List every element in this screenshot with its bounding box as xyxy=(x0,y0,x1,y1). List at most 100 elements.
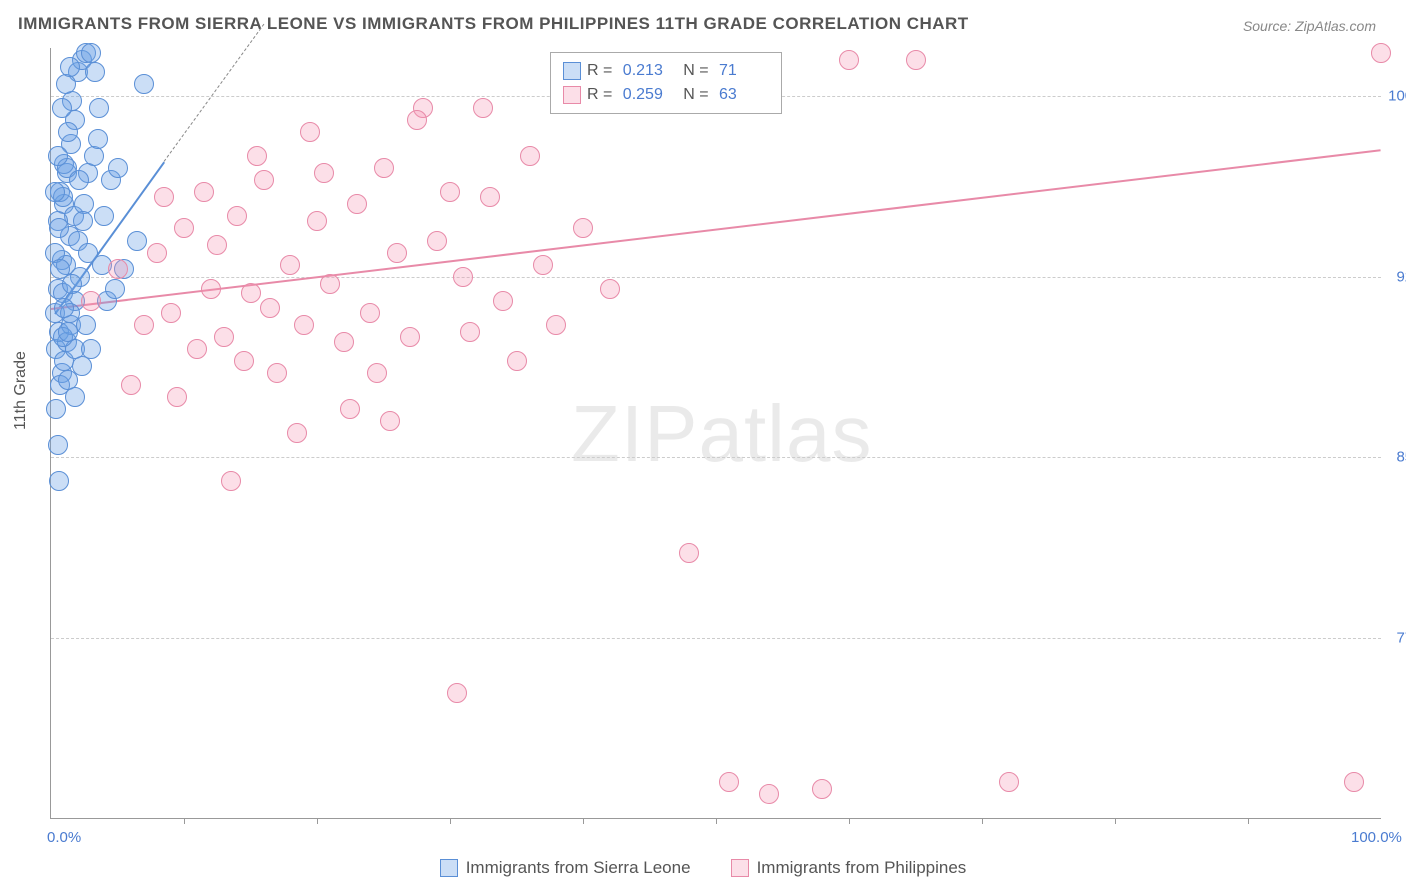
data-point xyxy=(460,322,480,342)
data-point xyxy=(719,772,739,792)
data-point xyxy=(999,772,1019,792)
data-point xyxy=(85,62,105,82)
legend-n-label: N = xyxy=(679,83,713,107)
data-point xyxy=(400,327,420,347)
data-point xyxy=(340,399,360,419)
x-tick xyxy=(184,818,185,824)
bottom-legend-item: Immigrants from Philippines xyxy=(731,858,967,878)
watermark: ZIPatlas xyxy=(571,388,872,480)
data-point xyxy=(167,387,187,407)
gridline xyxy=(51,638,1381,639)
legend-swatch xyxy=(563,86,581,104)
data-point xyxy=(161,303,181,323)
data-point xyxy=(380,411,400,431)
data-point xyxy=(134,315,154,335)
data-point xyxy=(60,57,80,77)
data-point xyxy=(52,98,72,118)
data-point xyxy=(254,170,274,190)
data-point xyxy=(49,218,69,238)
data-point xyxy=(374,158,394,178)
data-point xyxy=(48,435,68,455)
legend-swatch xyxy=(440,859,458,877)
scatter-plot-area: ZIPatlas 77.5%85.0%92.5%100.0%0.0%100.0% xyxy=(50,48,1381,819)
data-point xyxy=(241,283,261,303)
data-point xyxy=(127,231,147,251)
data-point xyxy=(427,231,447,251)
data-point xyxy=(600,279,620,299)
data-point xyxy=(227,206,247,226)
data-point xyxy=(49,471,69,491)
data-point xyxy=(50,259,70,279)
data-point xyxy=(45,182,65,202)
data-point xyxy=(46,399,66,419)
data-point xyxy=(134,74,154,94)
data-point xyxy=(360,303,380,323)
data-point xyxy=(81,43,101,63)
data-point xyxy=(84,146,104,166)
legend-r-value: 0.213 xyxy=(623,59,673,83)
data-point xyxy=(294,315,314,335)
data-point xyxy=(453,267,473,287)
x-tick xyxy=(583,818,584,824)
stats-legend: R = 0.213 N = 71R = 0.259 N = 63 xyxy=(550,52,782,114)
data-point xyxy=(546,315,566,335)
x-tick-label: 100.0% xyxy=(1351,829,1402,846)
stats-legend-row: R = 0.213 N = 71 xyxy=(563,59,769,83)
data-point xyxy=(300,122,320,142)
data-point xyxy=(812,779,832,799)
data-point xyxy=(105,279,125,299)
data-point xyxy=(260,298,280,318)
data-point xyxy=(520,146,540,166)
x-tick xyxy=(1115,818,1116,824)
data-point xyxy=(533,255,553,275)
legend-swatch xyxy=(563,62,581,80)
data-point xyxy=(108,158,128,178)
data-point xyxy=(221,471,241,491)
x-tick xyxy=(849,818,850,824)
data-point xyxy=(280,255,300,275)
y-axis-label: 11th Grade xyxy=(12,351,30,430)
data-point xyxy=(906,50,926,70)
data-point xyxy=(147,243,167,263)
data-point xyxy=(387,243,407,263)
data-point xyxy=(267,363,287,383)
x-tick xyxy=(317,818,318,824)
data-point xyxy=(58,322,78,342)
y-tick-label: 77.5% xyxy=(1385,629,1406,646)
x-tick xyxy=(982,818,983,824)
data-point xyxy=(81,291,101,311)
data-point xyxy=(187,339,207,359)
data-point xyxy=(307,211,327,231)
bottom-legend: Immigrants from Sierra LeoneImmigrants f… xyxy=(0,858,1406,882)
data-point xyxy=(69,170,89,190)
data-point xyxy=(473,98,493,118)
data-point xyxy=(234,351,254,371)
data-point xyxy=(76,315,96,335)
x-tick xyxy=(450,818,451,824)
data-point xyxy=(287,423,307,443)
data-point xyxy=(1371,43,1391,63)
data-point xyxy=(94,206,114,226)
data-point xyxy=(214,327,234,347)
data-point xyxy=(347,194,367,214)
trend-line-extension xyxy=(164,24,265,162)
legend-n-value: 71 xyxy=(719,59,769,83)
data-point xyxy=(89,98,109,118)
data-point xyxy=(207,235,227,255)
data-point xyxy=(447,683,467,703)
legend-n-value: 63 xyxy=(719,83,769,107)
data-point xyxy=(58,122,78,142)
data-point xyxy=(194,182,214,202)
data-point xyxy=(679,543,699,563)
x-tick xyxy=(1248,818,1249,824)
data-point xyxy=(48,146,68,166)
data-point xyxy=(88,129,108,149)
data-point xyxy=(759,784,779,804)
data-point xyxy=(201,279,221,299)
x-tick-label: 0.0% xyxy=(47,829,81,846)
data-point xyxy=(174,218,194,238)
legend-r-value: 0.259 xyxy=(623,83,673,107)
legend-r-label: R = xyxy=(587,83,617,107)
data-point xyxy=(367,363,387,383)
data-point xyxy=(154,187,174,207)
